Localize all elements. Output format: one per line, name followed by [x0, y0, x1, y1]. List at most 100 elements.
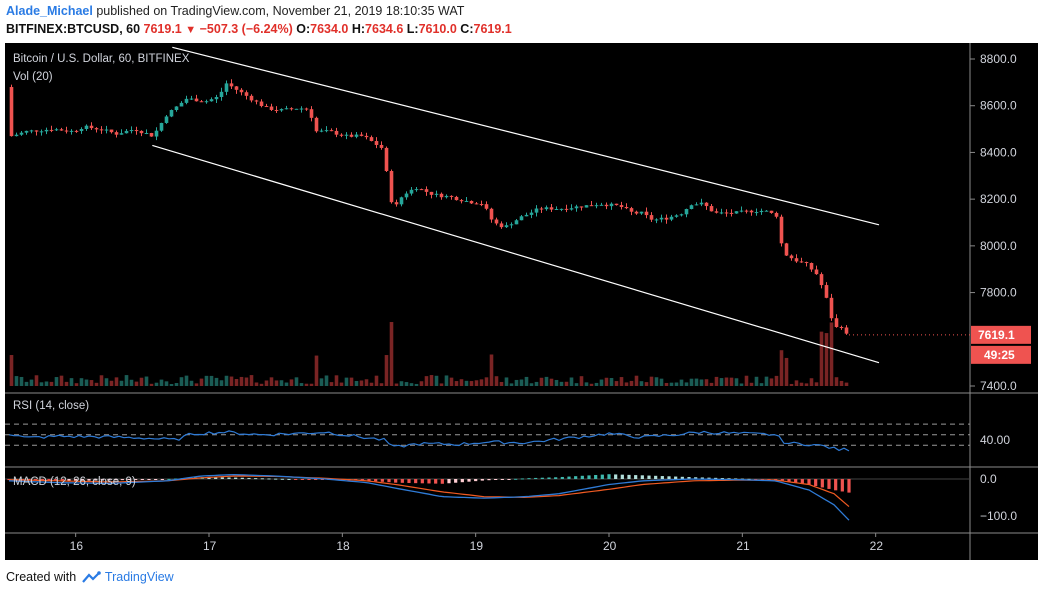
volume-bar [44, 381, 49, 386]
macd-histogram-bar [707, 477, 711, 479]
candle-body [159, 122, 164, 131]
macd-histogram-bar [674, 476, 678, 479]
volume-bar [219, 380, 224, 386]
volume-bar [194, 383, 199, 386]
candle-body [279, 109, 284, 111]
macd-histogram-bar [774, 479, 778, 480]
volume-bar [239, 376, 244, 386]
macd-histogram-bar [840, 479, 844, 492]
candle-body [409, 189, 414, 194]
macd-histogram-bar [614, 474, 618, 479]
volume-bar [774, 375, 779, 386]
last-price-tag [971, 325, 1031, 344]
macd-histogram-bar [514, 478, 518, 480]
macd-histogram-bar [394, 479, 398, 483]
candle-body [49, 129, 54, 131]
volume-bar [489, 354, 494, 386]
candle-body [369, 137, 374, 142]
volume-bar [754, 376, 759, 386]
tradingview-brand[interactable]: TradingView [104, 570, 174, 584]
candle-body [664, 217, 669, 220]
volume-bar [504, 377, 509, 386]
volume-bar [164, 381, 169, 386]
volume-bar [19, 376, 24, 386]
chart-canvas[interactable]: 8800.0 8600.0 8400.0 8200.0 8000.0 7800.0 7400… [5, 43, 1038, 560]
price-change: −507.3 (−6.24%) [199, 22, 293, 36]
volume-bar [254, 382, 259, 386]
macd-histogram-bar [627, 474, 631, 479]
candle-body [794, 258, 799, 262]
volume-bar [274, 380, 279, 386]
volume-bar [829, 322, 834, 386]
macd-histogram-bar [720, 478, 724, 480]
countdown-tag [971, 345, 1031, 364]
macd-histogram-bar [47, 479, 51, 481]
candle-body [764, 210, 769, 212]
candle-body [419, 189, 424, 191]
volume-bar [9, 355, 14, 386]
author-link[interactable]: Alade_Michael [6, 4, 93, 18]
candle-body [834, 318, 839, 328]
macd-histogram-bar [400, 479, 404, 483]
volume-bar [34, 375, 39, 386]
candle-body [449, 195, 454, 197]
volume-bar [79, 378, 84, 386]
macd-histogram-bar [727, 478, 731, 480]
candle-body [524, 214, 529, 217]
volume-bar [719, 378, 724, 386]
volume-bar [279, 380, 284, 386]
candle-body [799, 261, 804, 263]
macd-histogram-bar [580, 475, 584, 479]
volume-bar [804, 383, 809, 386]
tradingview-logo-icon [81, 571, 101, 583]
candle-body [584, 205, 589, 208]
volume-bar [364, 379, 369, 386]
candle-body [599, 204, 604, 206]
volume-bar [374, 375, 379, 386]
rsi-label: RSI (14, close) [13, 400, 90, 412]
volume-bar [249, 375, 254, 386]
candle-body [639, 211, 644, 214]
volume-bar [59, 375, 64, 386]
candle-body [249, 95, 254, 101]
volume-bar [689, 378, 694, 386]
volume-bar [514, 379, 519, 386]
macd-histogram-bar [54, 479, 58, 481]
macd-histogram-bar [287, 478, 291, 480]
macd-line [8, 473, 850, 521]
candle-body [169, 110, 174, 117]
macd-histogram-bar [387, 479, 391, 483]
volume-bar [554, 379, 559, 386]
macd-histogram-bar [227, 477, 231, 479]
volume-bar [304, 383, 309, 386]
candle-body [699, 202, 704, 205]
volume-bar [524, 376, 529, 386]
volume-bar [724, 377, 729, 386]
open-value: 7634.0 [310, 22, 349, 36]
macd-histogram-bar [67, 479, 71, 481]
candle-body [734, 211, 739, 214]
candle-body [74, 130, 79, 132]
macd-histogram-bar [147, 479, 151, 480]
volume-bar [494, 376, 499, 386]
volume-bar [599, 379, 604, 386]
candle-body [679, 214, 684, 216]
macd-histogram-bar [800, 479, 804, 484]
candle-body [564, 208, 569, 210]
macd-histogram-bar [374, 479, 378, 482]
candle-body [34, 130, 39, 132]
macd-histogram-bar [694, 477, 698, 479]
candle-body [154, 130, 159, 137]
candle-body [29, 130, 34, 132]
publish-line: Alade_Michael published on TradingView.c… [6, 4, 464, 18]
candle-body [649, 215, 654, 220]
macd-histogram-bar [60, 479, 64, 481]
candle-body [99, 129, 104, 131]
candle-body [534, 208, 539, 213]
macd-histogram-bar [274, 478, 278, 480]
volume-bar [564, 381, 569, 386]
macd-histogram-bar [100, 479, 104, 481]
volume-bar [604, 377, 609, 386]
chart-area[interactable]: 8800.0 8600.0 8400.0 8200.0 8000.0 7800.0 7400… [5, 43, 1038, 560]
candle-body [684, 209, 689, 215]
